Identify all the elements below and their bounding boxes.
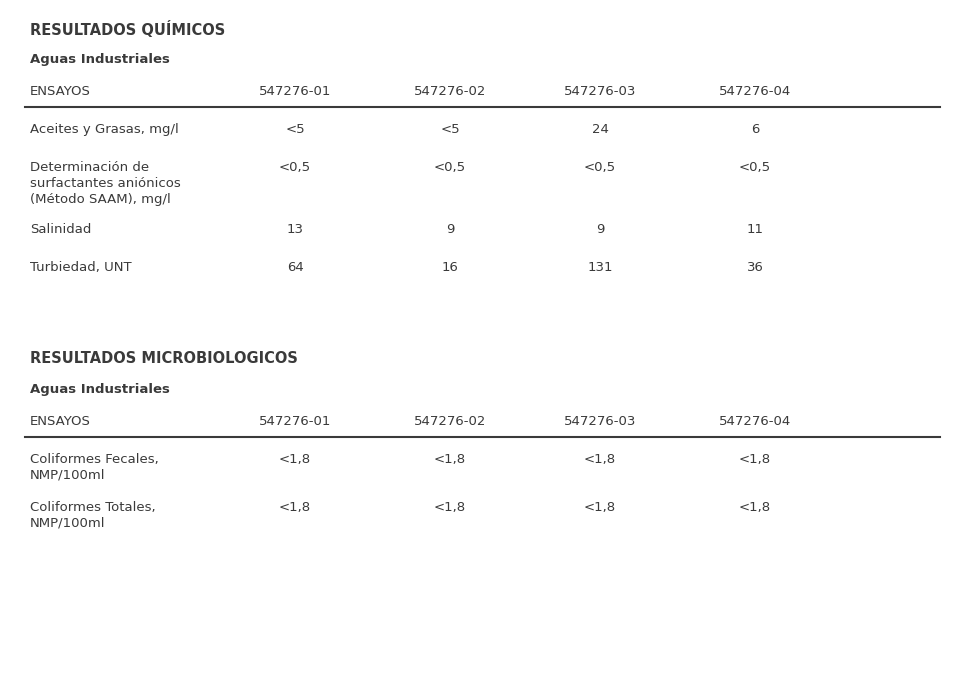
Text: <0,5: <0,5	[739, 161, 771, 174]
Text: <1,8: <1,8	[434, 501, 466, 514]
Text: <0,5: <0,5	[584, 161, 616, 174]
Text: Aguas Industriales: Aguas Industriales	[30, 383, 170, 396]
Text: RESULTADOS QUÍMICOS: RESULTADOS QUÍMICOS	[30, 21, 225, 38]
Text: 6: 6	[751, 123, 760, 136]
Text: 547276-02: 547276-02	[413, 85, 487, 98]
Text: <1,8: <1,8	[584, 453, 616, 466]
Text: 13: 13	[287, 223, 303, 236]
Text: <5: <5	[285, 123, 305, 136]
Text: <1,8: <1,8	[434, 453, 466, 466]
Text: Salinidad: Salinidad	[30, 223, 92, 236]
Text: <1,8: <1,8	[584, 501, 616, 514]
Text: <1,8: <1,8	[739, 501, 771, 514]
Text: <5: <5	[440, 123, 460, 136]
Text: <1,8: <1,8	[279, 453, 311, 466]
Text: 547276-02: 547276-02	[413, 415, 487, 428]
Text: 547276-01: 547276-01	[258, 415, 332, 428]
Text: <0,5: <0,5	[279, 161, 311, 174]
Text: 9: 9	[446, 223, 454, 236]
Text: 131: 131	[587, 261, 612, 274]
Text: ENSAYOS: ENSAYOS	[30, 85, 91, 98]
Text: ENSAYOS: ENSAYOS	[30, 415, 91, 428]
Text: <0,5: <0,5	[434, 161, 466, 174]
Text: 11: 11	[747, 223, 763, 236]
Text: 64: 64	[287, 261, 303, 274]
Text: 9: 9	[596, 223, 604, 236]
Text: Coliformes Totales,
NMP/100ml: Coliformes Totales, NMP/100ml	[30, 501, 156, 530]
Text: 36: 36	[747, 261, 763, 274]
Text: <1,8: <1,8	[279, 501, 311, 514]
Text: Coliformes Fecales,
NMP/100ml: Coliformes Fecales, NMP/100ml	[30, 453, 159, 482]
Text: Aguas Industriales: Aguas Industriales	[30, 53, 170, 66]
Text: 547276-03: 547276-03	[564, 415, 636, 428]
Text: 547276-01: 547276-01	[258, 85, 332, 98]
Text: Aceites y Grasas, mg/l: Aceites y Grasas, mg/l	[30, 123, 178, 136]
Text: Turbiedad, UNT: Turbiedad, UNT	[30, 261, 132, 274]
Text: 547276-03: 547276-03	[564, 85, 636, 98]
Text: 547276-04: 547276-04	[719, 415, 791, 428]
Text: 24: 24	[592, 123, 608, 136]
Text: Determinación de
surfactantes aniónicos
(Método SAAM), mg/l: Determinación de surfactantes aniónicos …	[30, 161, 180, 206]
Text: <1,8: <1,8	[739, 453, 771, 466]
Text: RESULTADOS MICROBIOLOGICOS: RESULTADOS MICROBIOLOGICOS	[30, 351, 298, 366]
Text: 16: 16	[442, 261, 458, 274]
Text: 547276-04: 547276-04	[719, 85, 791, 98]
